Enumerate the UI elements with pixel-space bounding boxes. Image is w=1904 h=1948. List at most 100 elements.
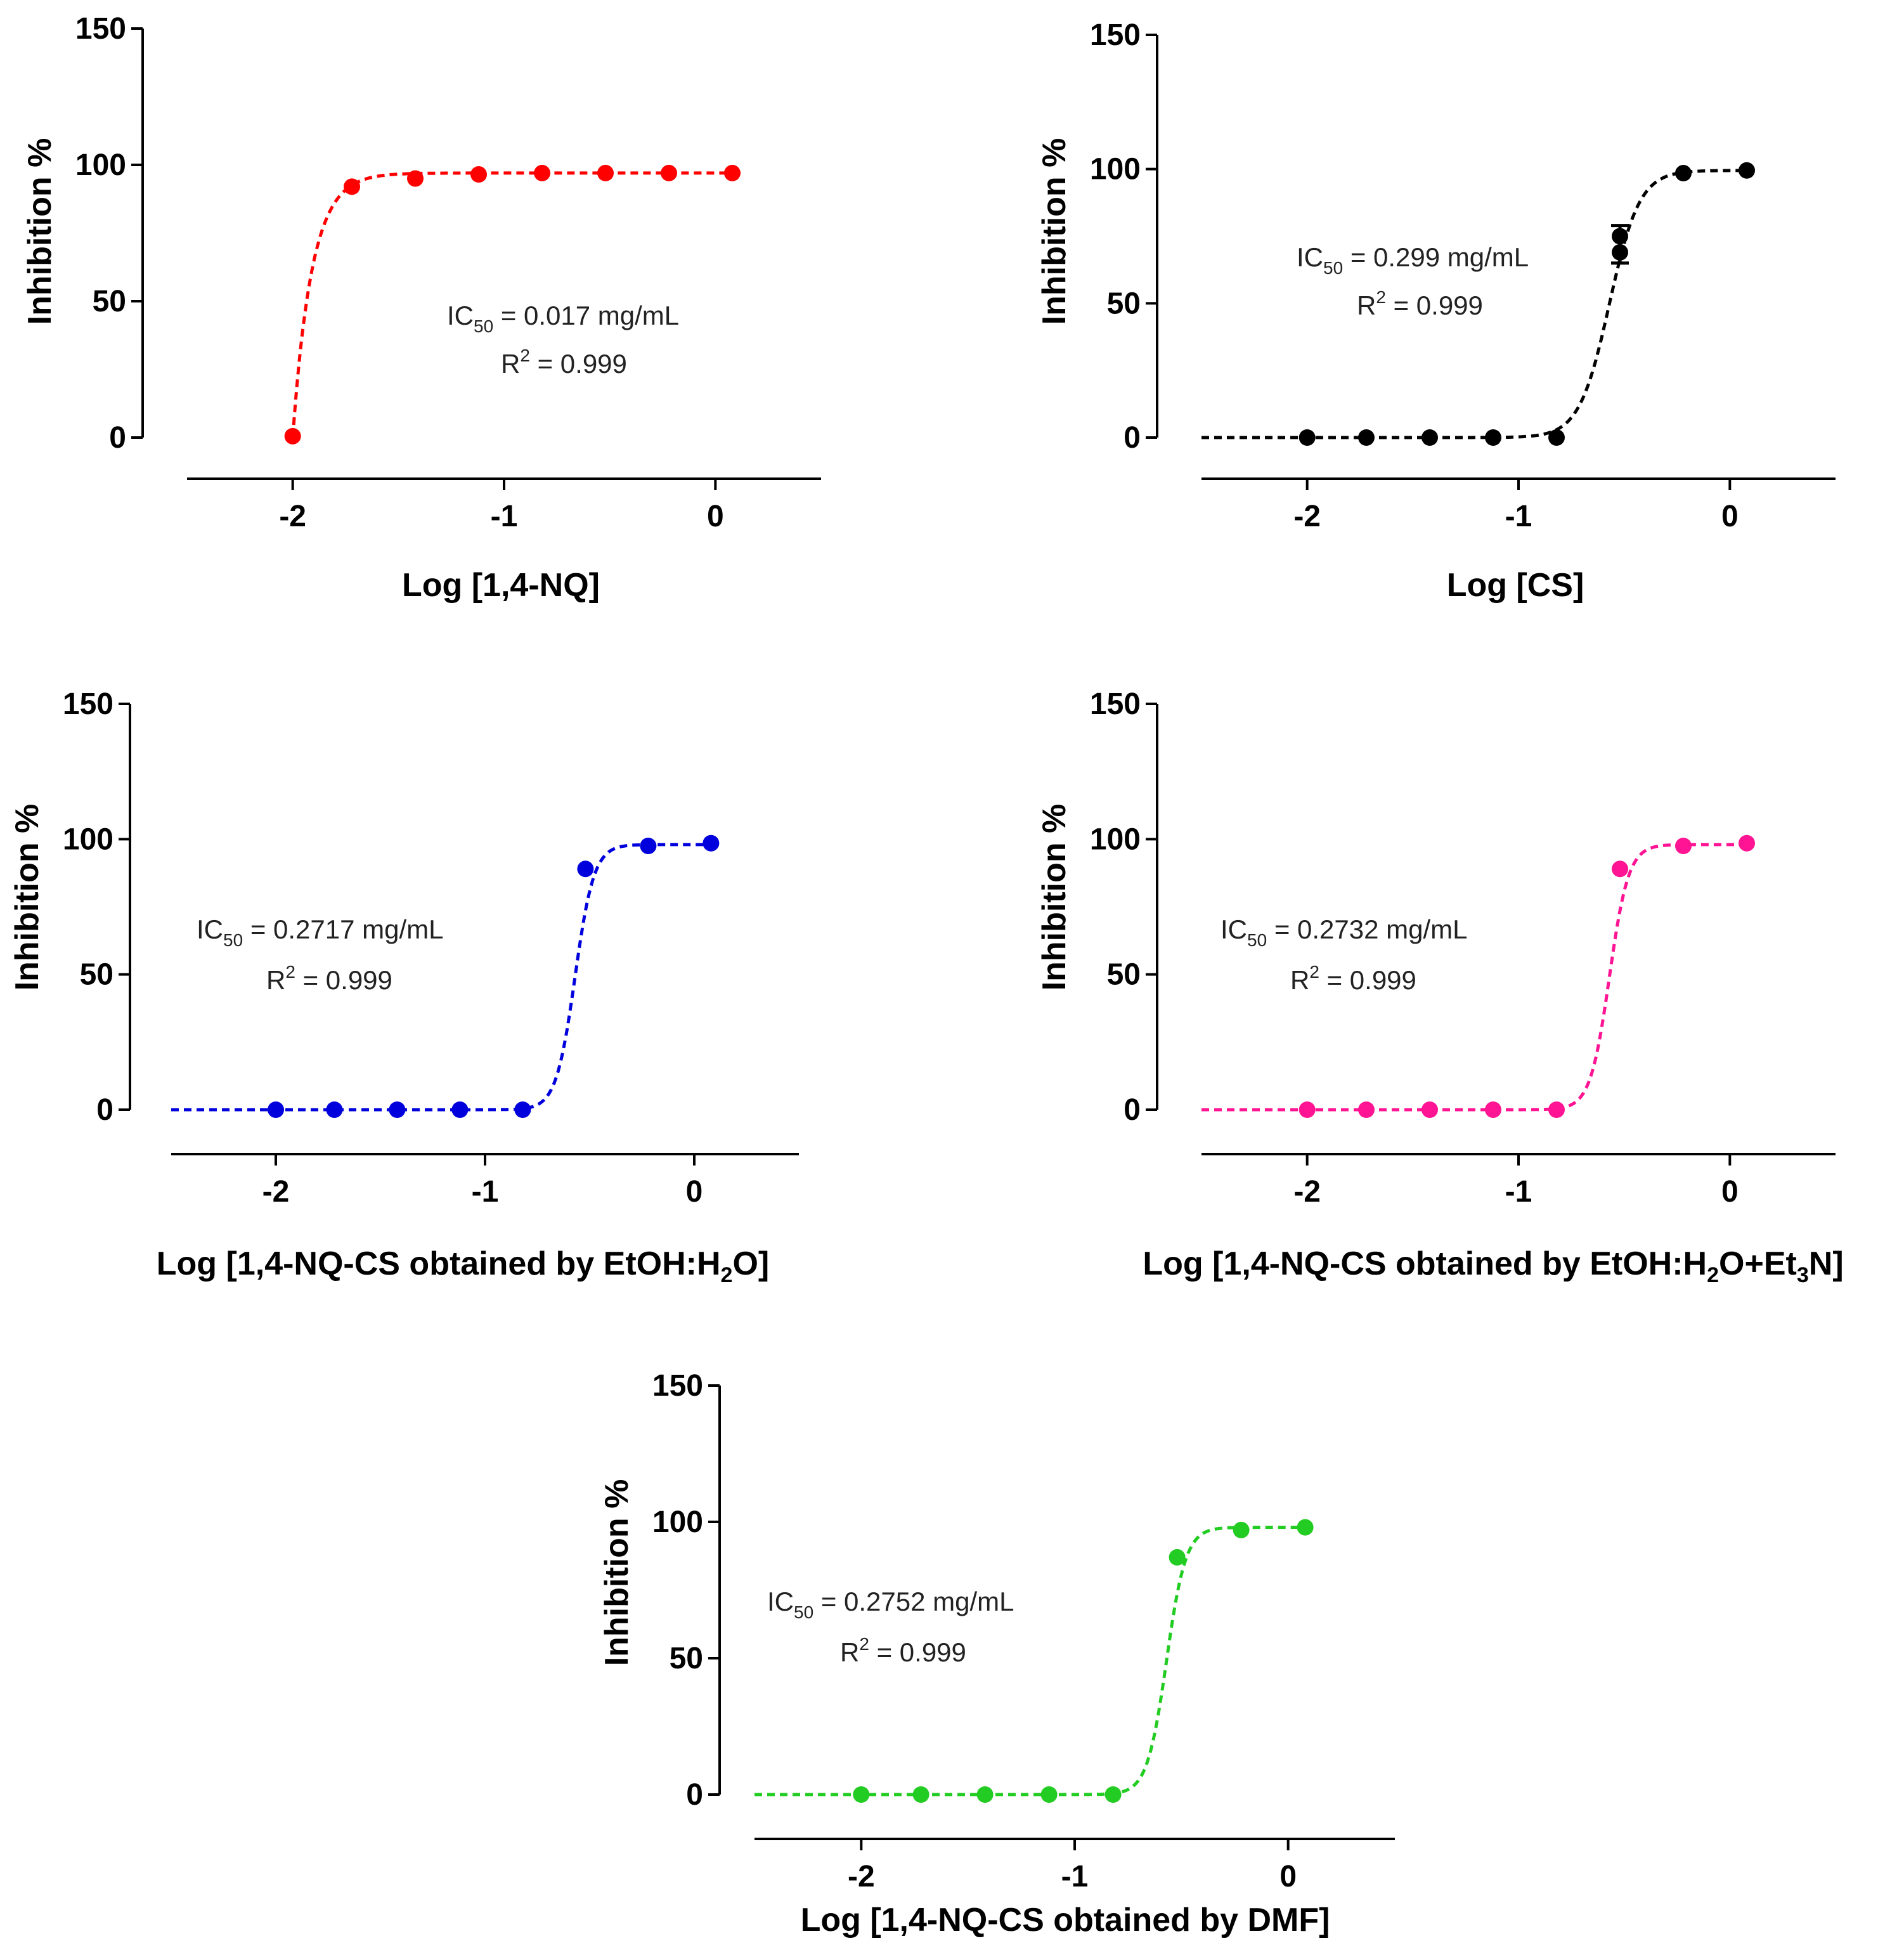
data-point <box>1422 1101 1438 1118</box>
x-tick-label: -2 <box>1293 500 1321 533</box>
y-tick-label: 100 <box>1090 822 1141 856</box>
x-tick-label: 0 <box>707 500 724 533</box>
data-point <box>1422 429 1438 446</box>
data-point <box>1675 165 1692 182</box>
data-point <box>1358 1101 1375 1118</box>
data-point <box>1104 1786 1122 1803</box>
r2-annotation: R2 = 0.999 <box>1357 287 1483 320</box>
x-axis-title: Log [1,4-NQ-CS obtained by EtOH:H2O+Et3N… <box>1143 1245 1843 1287</box>
x-tick-label: -2 <box>1293 1175 1321 1209</box>
data-point <box>1298 1101 1316 1118</box>
data-point <box>703 834 720 852</box>
y-tick-label: 0 <box>1124 421 1141 455</box>
data-point <box>1297 1519 1314 1536</box>
r2-annotation: R2 = 0.999 <box>1290 962 1416 995</box>
y-axis: 0 50 100 150 <box>1090 687 1158 1127</box>
y-tick-label: 50 <box>80 958 113 992</box>
y-tick-label: 150 <box>63 687 113 721</box>
data-point <box>1040 1786 1058 1803</box>
data-points <box>1298 162 1755 446</box>
y-axis: 0 50 100 150 <box>652 1369 721 1812</box>
y-tick-label: 150 <box>1090 18 1141 52</box>
x-tick-label: -1 <box>1505 1175 1532 1209</box>
data-point <box>1739 834 1755 852</box>
fit-curve <box>1201 169 1747 439</box>
data-point <box>1298 429 1316 446</box>
data-point <box>344 178 360 195</box>
x-tick-label: 0 <box>686 1175 703 1209</box>
x-axis: -2 -1 0 <box>754 1838 1395 1893</box>
data-point <box>853 1786 870 1803</box>
x-tick-label: -2 <box>262 1175 290 1209</box>
x-tick-label: -1 <box>472 1175 499 1209</box>
ic50-annotation: IC50 = 0.017 mg/mL <box>447 301 679 336</box>
y-axis-title: Inhibition % <box>22 138 58 325</box>
x-axis: -2 -1 0 <box>1201 477 1836 533</box>
data-point <box>1358 429 1375 446</box>
x-tick-label: 0 <box>1721 1175 1739 1209</box>
y-tick-label: 100 <box>652 1505 703 1539</box>
data-point <box>1485 429 1501 446</box>
x-axis-title: Log [1,4-NQ-CS obtained by EtOH:H2O] <box>157 1245 769 1287</box>
y-tick-label: 50 <box>670 1642 703 1675</box>
chart-dmf: 0 50 100 150 -2 -1 0 Inhibition % Log [1,4-NQ… <box>599 1369 1395 1938</box>
data-points <box>853 1519 1314 1803</box>
r2-annotation: R2 = 0.999 <box>266 962 392 995</box>
data-point <box>1548 1101 1565 1118</box>
x-axis-title: Log [1,4-NQ-CS obtained by DMF] <box>801 1902 1330 1938</box>
data-point <box>1612 244 1628 261</box>
data-point <box>326 1101 343 1118</box>
data-point <box>1612 860 1628 878</box>
y-tick-label: 150 <box>75 12 126 46</box>
ic50-annotation: IC50 = 0.2732 mg/mL <box>1221 914 1468 950</box>
data-point <box>724 164 741 181</box>
data-point <box>389 1101 406 1118</box>
x-tick-label: -1 <box>491 500 518 533</box>
x-tick-label: 0 <box>1721 500 1739 533</box>
fit-curve-line <box>171 843 711 1112</box>
fit-curve-line <box>1201 843 1747 1112</box>
x-axis-title: Log [1,4-NQ] <box>402 567 600 604</box>
y-axis: 0 50 100 150 <box>75 12 144 455</box>
y-tick-label: 50 <box>1107 958 1141 992</box>
data-point <box>470 166 487 183</box>
y-tick-label: 50 <box>93 285 126 318</box>
y-tick-label: 150 <box>1090 687 1141 721</box>
x-axis: -2 -1 0 <box>171 1153 799 1209</box>
r2-annotation: R2 = 0.999 <box>501 346 627 379</box>
ic50-annotation: IC50 = 0.299 mg/mL <box>1297 242 1529 278</box>
fit-curve <box>171 843 711 1112</box>
x-tick-label: -2 <box>279 500 306 533</box>
data-point <box>661 164 677 181</box>
fit-curve-line <box>1201 169 1747 439</box>
ic50-annotation: IC50 = 0.2717 mg/mL <box>197 914 444 950</box>
y-tick-label: 0 <box>1124 1093 1141 1127</box>
chart-etoh: 0 50 100 150 -2 -1 0 Inhibition % Log [1,4-NQ… <box>9 687 799 1287</box>
y-tick-label: 100 <box>1090 153 1141 186</box>
x-tick-label: -2 <box>848 1860 875 1893</box>
fit-curve-line <box>291 171 732 438</box>
x-axis-title: Log [CS] <box>1447 567 1584 604</box>
data-point <box>534 164 550 181</box>
y-tick-label: 0 <box>96 1093 113 1127</box>
fit-curve <box>291 171 732 438</box>
data-points <box>284 164 741 445</box>
data-point <box>640 838 657 854</box>
fit-curve <box>754 1526 1305 1796</box>
data-point <box>407 170 424 187</box>
x-tick-label: -1 <box>1505 500 1532 533</box>
x-tick-label: -1 <box>1061 1860 1089 1893</box>
chart-et3n: 0 50 100 150 -2 -1 0 Inhibition % Log [1,4-NQ… <box>1036 687 1844 1287</box>
data-point <box>1233 1521 1250 1538</box>
y-axis-title: Inhibition % <box>9 804 46 991</box>
y-tick-label: 150 <box>652 1369 703 1403</box>
y-tick-label: 50 <box>1107 287 1141 320</box>
data-point <box>577 860 594 878</box>
y-axis: 0 50 100 150 <box>63 687 131 1127</box>
y-axis-title: Inhibition % <box>1036 804 1073 991</box>
y-axis-title: Inhibition % <box>599 1479 635 1666</box>
y-tick-label: 0 <box>686 1778 703 1812</box>
data-point <box>268 1101 284 1118</box>
data-points <box>1298 834 1755 1118</box>
data-point <box>284 427 301 445</box>
